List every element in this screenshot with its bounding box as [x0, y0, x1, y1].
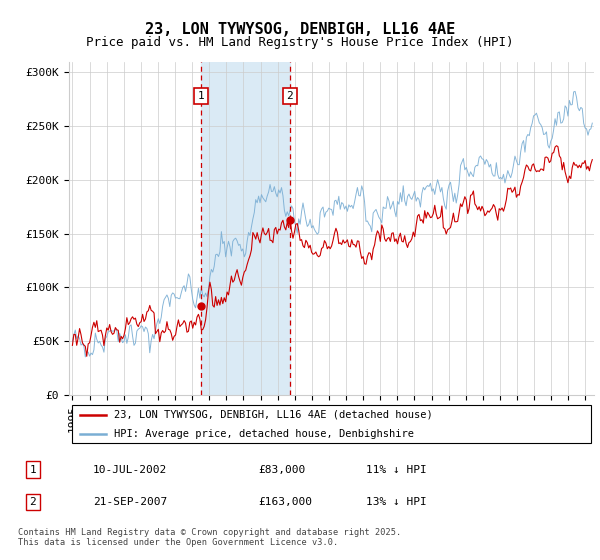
Text: 2: 2 [287, 91, 293, 101]
Text: 1: 1 [29, 465, 37, 475]
Text: HPI: Average price, detached house, Denbighshire: HPI: Average price, detached house, Denb… [113, 429, 413, 439]
FancyBboxPatch shape [71, 405, 592, 443]
Text: 21-SEP-2007: 21-SEP-2007 [93, 497, 167, 507]
Text: 23, LON TYWYSOG, DENBIGH, LL16 4AE: 23, LON TYWYSOG, DENBIGH, LL16 4AE [145, 22, 455, 38]
Bar [201, 62, 290, 395]
Text: Contains HM Land Registry data © Crown copyright and database right 2025.
This d: Contains HM Land Registry data © Crown c… [18, 528, 401, 547]
Text: Price paid vs. HM Land Registry's House Price Index (HPI): Price paid vs. HM Land Registry's House … [86, 36, 514, 49]
Text: £163,000: £163,000 [258, 497, 312, 507]
Text: 2: 2 [29, 497, 37, 507]
Text: £83,000: £83,000 [258, 465, 305, 475]
Text: 13% ↓ HPI: 13% ↓ HPI [366, 497, 427, 507]
Text: 23, LON TYWYSOG, DENBIGH, LL16 4AE (detached house): 23, LON TYWYSOG, DENBIGH, LL16 4AE (deta… [113, 409, 433, 419]
Text: 10-JUL-2002: 10-JUL-2002 [93, 465, 167, 475]
Text: 1: 1 [198, 91, 205, 101]
Text: 11% ↓ HPI: 11% ↓ HPI [366, 465, 427, 475]
